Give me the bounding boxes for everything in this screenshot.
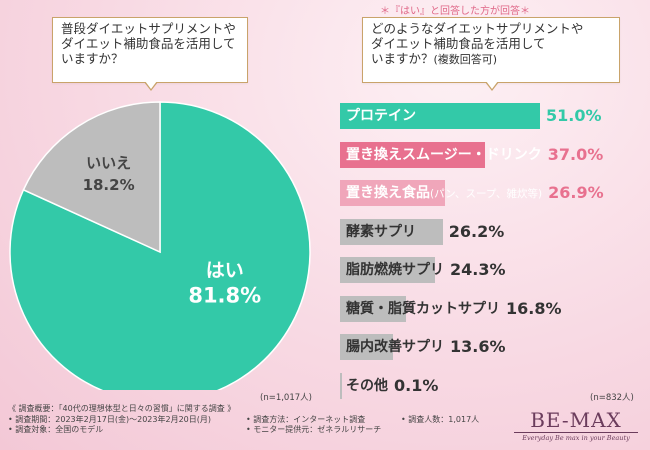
bar-category-text: 置き換えスムージー・ドリンク [346, 146, 542, 163]
bar-category-label: 腸内改善サプリ [346, 334, 444, 360]
bar-value-label: 37.0% [547, 144, 604, 164]
bar-question-line2: ダイエット補助食品を活用して [371, 36, 546, 51]
survey-provider: • モニター提供元：ゼネラルリサーチ [246, 425, 382, 434]
bar-row: 糖質・脂質カットサプリ 16.8% [340, 295, 640, 322]
bar-row: プロテイン 51.0% [340, 103, 640, 129]
pie-label-no: いいえ [86, 154, 131, 172]
bar-value-label: 16.8% [506, 298, 562, 318]
logo-tagline: Everyday Be max in your Beauty [522, 434, 630, 442]
bar-sample-size: (n=832人) [590, 393, 634, 403]
pie-question-line3: いますか？ [61, 51, 124, 66]
pie-sample-size: (n=1,017人) [260, 393, 312, 403]
bar-category-label: プロテイン [346, 103, 416, 129]
bar-question-line3-main: いますか？ [371, 51, 434, 66]
bar [340, 103, 540, 129]
bar-row: 置き換えスムージー・ドリンク 37.0% [340, 141, 640, 168]
bar-category-label: 糖質・脂質カットサプリ [346, 296, 500, 322]
bar-category-label: 置き換え食品(パン、スープ、雑炊等) [346, 180, 542, 207]
pie-question-line2: ダイエット補助食品を活用して [61, 36, 236, 51]
bar-value-label: 24.3% [450, 260, 506, 279]
bar-value-label: 13.6% [450, 337, 506, 356]
bar-row: 腸内改善サプリ 13.6% [340, 334, 640, 360]
pie-slice-no [22, 101, 161, 254]
bar-category-text: プロテイン [346, 108, 416, 124]
pie-value-no: 18.2% [83, 176, 135, 194]
bar [340, 180, 446, 206]
bar-question-line3: いますか？(複数回答可) [371, 51, 611, 67]
bar [340, 141, 486, 168]
bar-question-suffix: (複数回答可) [433, 53, 498, 66]
bar-value-label: 26.2% [448, 221, 505, 241]
bar-row: 置き換え食品(パン、スープ、雑炊等) 26.9% [340, 180, 640, 206]
speech-tail-inner [145, 81, 157, 89]
bar-category-text: 脂肪燃焼サプリ [346, 262, 444, 278]
pie-label-yes: はい [206, 259, 244, 281]
bar-category-label: その他 [346, 373, 388, 399]
bar-category-label: 脂肪燃焼サプリ [346, 257, 444, 283]
bar-category-text: 置き換え食品 [346, 185, 430, 201]
bar-value-label: 0.1% [394, 375, 439, 395]
survey-count: • 調査人数：1,017人 [401, 414, 480, 424]
pie-question-line1: 普段ダイエットサプリメントや [61, 21, 236, 36]
survey-title: 《 調査概要：「40代の理想体型と日々の習慣」に関する調査 》 [8, 404, 236, 413]
respondent-note: ＊『はい』と回答した方が回答＊ [380, 6, 530, 17]
bar [340, 218, 443, 245]
survey-method: • 調査方法：インターネット調査 [246, 414, 366, 424]
bar-category-text: 糖質・脂質カットサプリ [346, 300, 500, 317]
bar-value-label: 51.0% [546, 106, 602, 125]
pie-value-yes: 81.8% [188, 283, 261, 307]
bar [340, 372, 342, 399]
bar-row: 酵素サプリ 26.2% [340, 218, 640, 245]
bar-category-text: 酵素サプリ [346, 223, 416, 240]
bar-category-sub: (パン、スープ、雑炊等) [430, 188, 543, 200]
bar-row: その他 0.1% [340, 372, 640, 399]
be-max-logo: BE-MAX Everyday Be max in your Beauty [508, 409, 644, 442]
bar-row: 脂肪燃焼サプリ 24.3% [340, 257, 640, 283]
pie-question-box: 普段ダイエットサプリメントや ダイエット補助食品を活用して いますか？ [52, 17, 248, 91]
bar-category-label: 酵素サプリ [346, 219, 416, 245]
survey-summary: 《 調査概要：「40代の理想体型と日々の習慣」に関する調査 》 • 調査期間：2… [8, 404, 479, 436]
bar-category-label: 置き換えスムージー・ドリンク [346, 142, 542, 168]
bar-category-text: 腸内改善サプリ [346, 339, 444, 355]
survey-target: • 調査対象：全国のモデル [8, 425, 104, 434]
logo-divider [514, 432, 638, 433]
survey-period: • 調査期間：2023年2月17日(金)～2023年2月20日(月) [8, 414, 212, 424]
bar-category-text: その他 [346, 377, 388, 394]
bar-question-line1: どのようなダイエットサプリメントや [371, 21, 584, 36]
bar [340, 257, 436, 283]
logo-main: BE-MAX [530, 408, 622, 432]
bar [340, 295, 406, 322]
speech-tail-inner [486, 81, 498, 89]
bar-value-label: 26.9% [548, 183, 604, 202]
bar-question-box: どのようなダイエットサプリメントや ダイエット補助食品を活用して いますか？(複… [362, 17, 620, 91]
bar [340, 334, 394, 360]
